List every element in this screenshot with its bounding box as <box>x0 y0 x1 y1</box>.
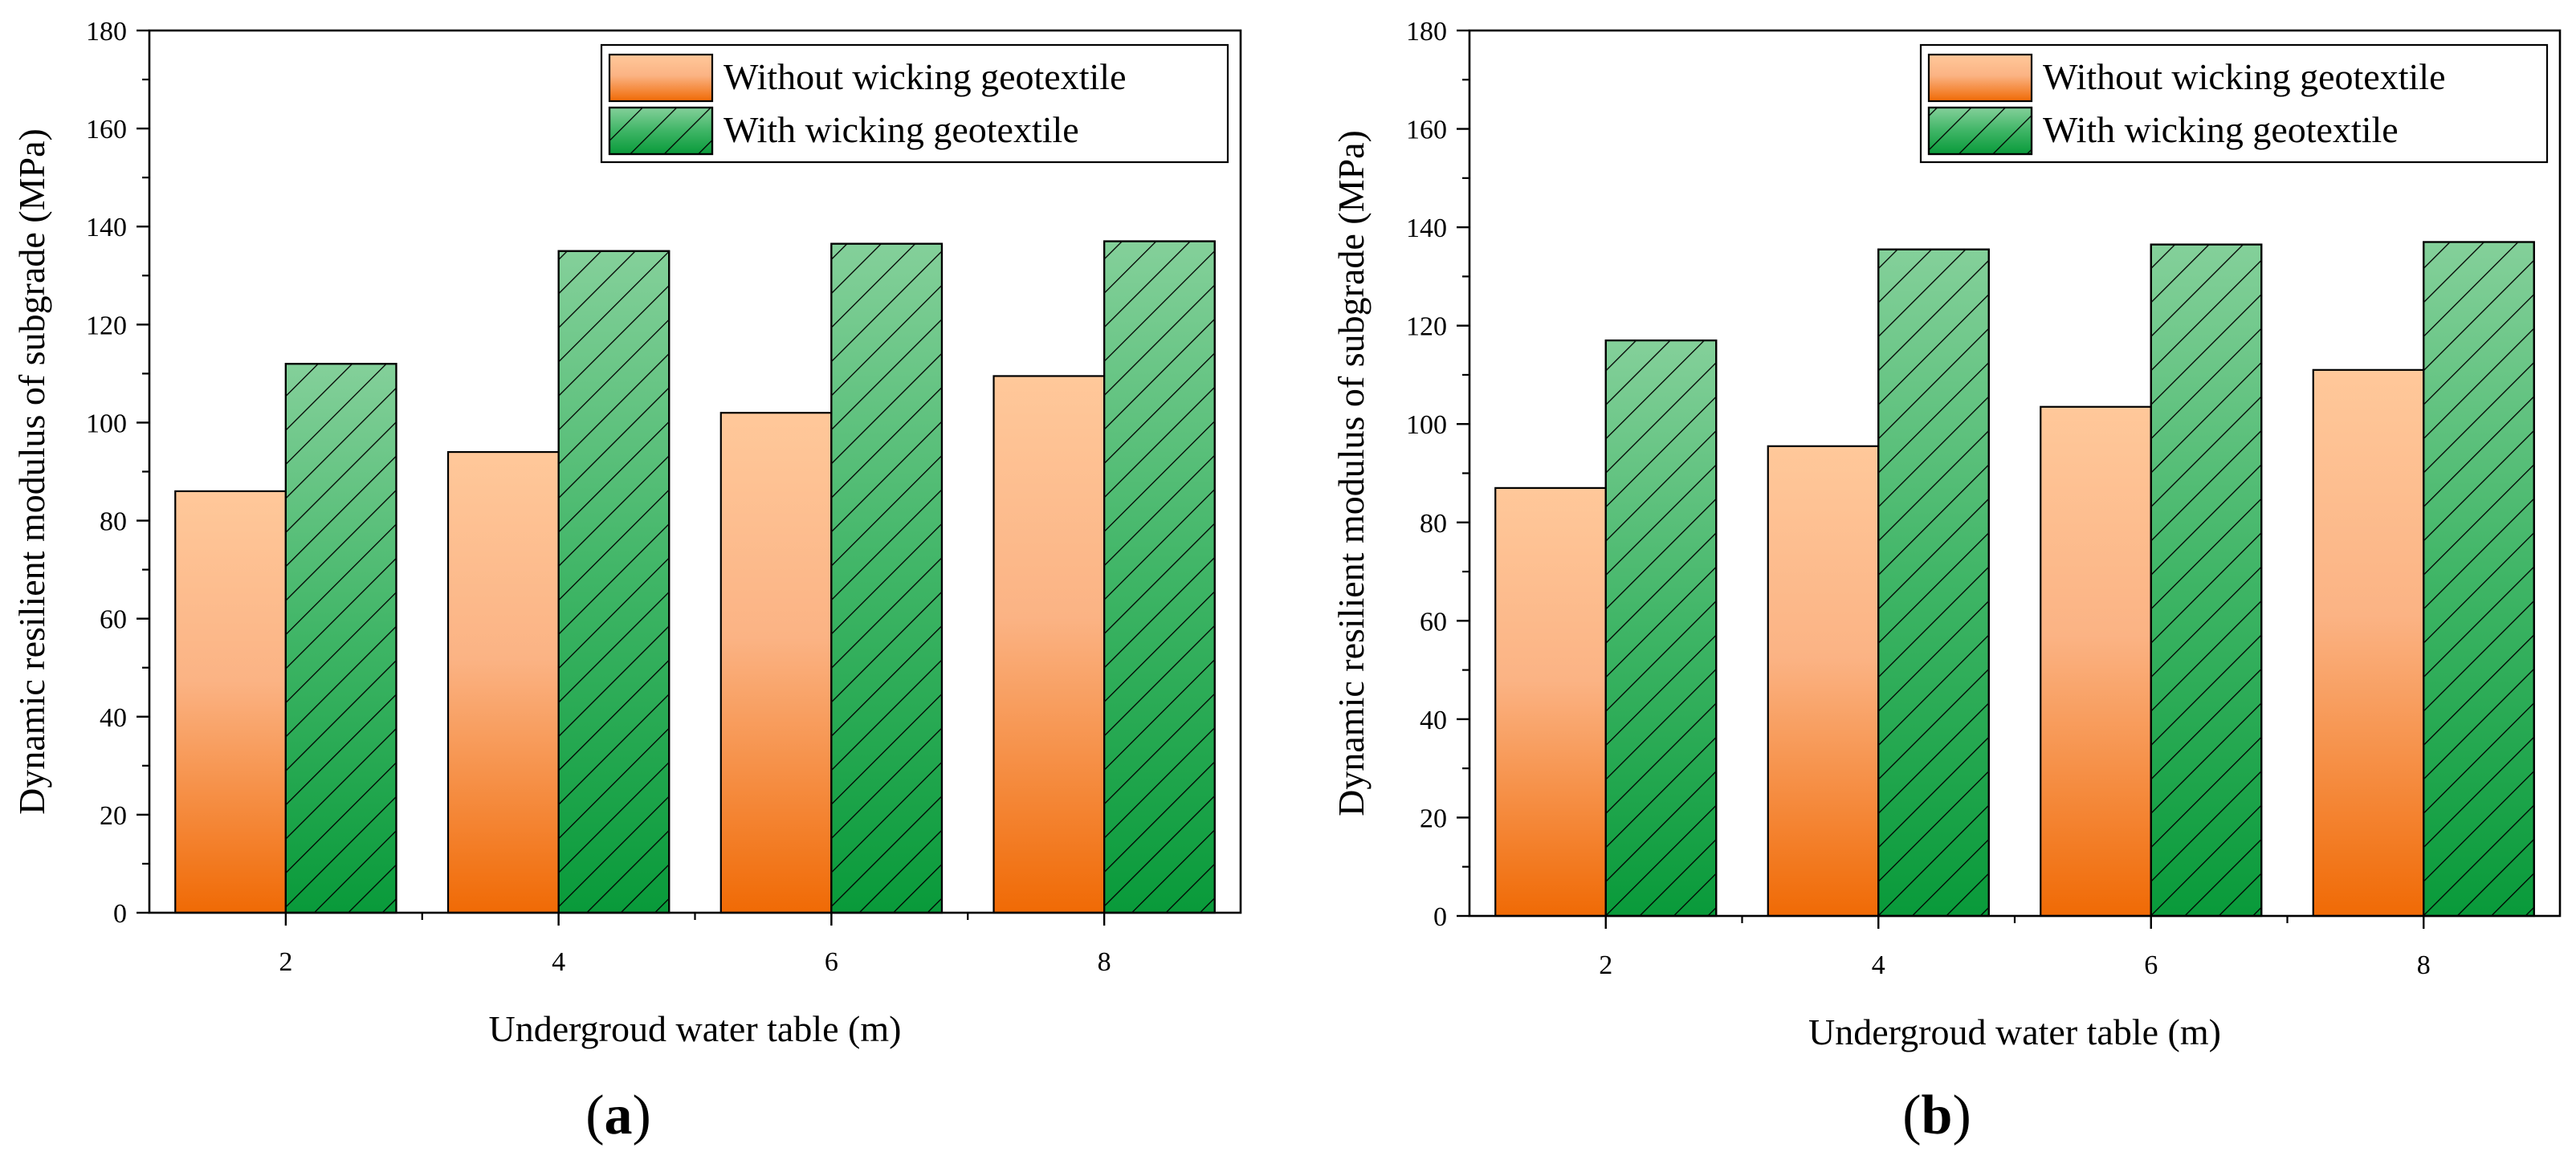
legend-label-series1: With wicking geotextile <box>2043 109 2399 150</box>
x-tick-label: 6 <box>825 947 838 977</box>
legend-label-series1: With wicking geotextile <box>723 109 1079 150</box>
x-axis-label: Undergroud water table (m) <box>1808 1011 2221 1052</box>
y-tick-label: 120 <box>86 311 127 340</box>
panel-label: (a) <box>585 1085 651 1146</box>
legend: Without wicking geotextile With wicking g… <box>600 43 1229 164</box>
x-tick-label: 2 <box>1599 950 1612 980</box>
legend-label-series0: Without wicking geotextile <box>2043 56 2446 97</box>
bar-a-series0-cat2 <box>174 490 287 914</box>
y-tick-label: 100 <box>1406 410 1447 440</box>
y-tick-label: 40 <box>1420 706 1447 735</box>
y-tick-label: 140 <box>86 213 127 242</box>
y-tick-label: 160 <box>1406 116 1447 145</box>
legend-swatch-series0 <box>608 53 714 103</box>
x-tick-label: 4 <box>552 947 565 977</box>
y-tick-label: 180 <box>1406 17 1447 47</box>
y-tick-label: 100 <box>86 409 127 438</box>
x-tick-label: 4 <box>1872 950 1885 980</box>
x-tick-label: 2 <box>279 947 292 977</box>
y-axis-label: Dynamic resilient modulus of subgrade (M… <box>1331 130 1372 816</box>
bar-hatch-b-cat8 <box>2423 241 2535 918</box>
y-tick-label: 60 <box>1420 607 1447 637</box>
y-tick-label: 140 <box>1406 214 1447 243</box>
bar-hatch-b-cat4 <box>1877 248 1990 918</box>
bar-b-series0-cat4 <box>1767 445 1880 918</box>
y-tick-label: 60 <box>100 605 127 635</box>
bar-hatch-a-cat4 <box>557 250 670 914</box>
bar-b-series0-cat8 <box>2312 368 2425 918</box>
y-tick-label: 160 <box>86 115 127 144</box>
bar-a-series0-cat6 <box>719 412 833 914</box>
legend-swatch-hatch <box>1927 106 2033 156</box>
bar-hatch-b-cat6 <box>2150 243 2263 918</box>
bar-hatch-a-cat8 <box>1103 240 1216 914</box>
legend-label-series0: Without wicking geotextile <box>723 56 1127 97</box>
legend-swatch-series0 <box>1927 53 2033 103</box>
y-tick-label: 120 <box>1406 312 1447 342</box>
y-tick-label: 20 <box>100 801 127 831</box>
legend-swatch-hatch <box>608 106 714 156</box>
legend: Without wicking geotextile With wicking g… <box>1919 43 2549 164</box>
bar-hatch-a-cat2 <box>284 363 397 914</box>
y-tick-label: 80 <box>1420 509 1447 539</box>
x-axis-label: Undergroud water table (m) <box>489 1008 902 1049</box>
y-tick-label: 40 <box>100 703 127 733</box>
panel-label: (b) <box>1902 1085 1971 1146</box>
y-tick-label: 180 <box>86 17 127 47</box>
bar-hatch-a-cat6 <box>830 242 944 914</box>
y-tick-label: 0 <box>1433 902 1447 932</box>
bar-a-series0-cat8 <box>992 375 1106 914</box>
bar-a-series0-cat4 <box>446 450 560 914</box>
x-tick-label: 8 <box>2417 950 2431 980</box>
y-tick-label: 80 <box>100 507 127 537</box>
bar-b-series0-cat6 <box>2040 405 2152 918</box>
chart-panel-a: 0 20 40 60 80 100 120 140 160 180 2 4 6 8 Undergroud w… <box>11 17 1242 1146</box>
chart-panel-b: 0 20 40 60 80 100 120 140 160 180 2 4 6 8 Undergroud w… <box>1331 17 2562 1146</box>
bar-hatch-b-cat2 <box>1604 339 1718 918</box>
y-tick-label: 0 <box>113 899 127 929</box>
bar-b-series0-cat2 <box>1494 486 1607 918</box>
x-tick-label: 8 <box>1098 947 1111 977</box>
x-tick-label: 6 <box>2144 950 2158 980</box>
y-axis-label: Dynamic resilient modulus of subgrade (M… <box>11 128 52 815</box>
y-tick-label: 20 <box>1420 804 1447 833</box>
